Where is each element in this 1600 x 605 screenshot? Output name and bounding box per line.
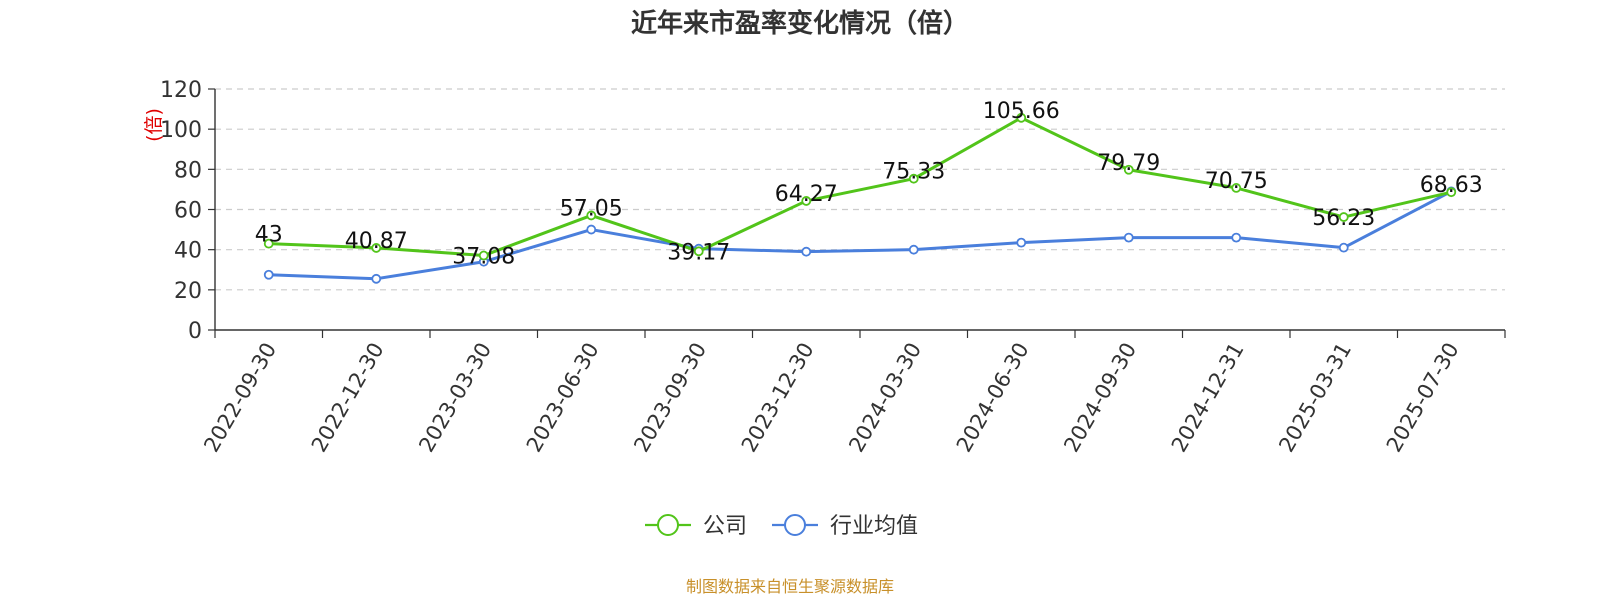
data-point [1231, 232, 1242, 243]
data-point [693, 246, 704, 257]
legend-label: 公司 [703, 514, 747, 539]
data-label: 105.66 [983, 99, 1060, 124]
data-label: 64.27 [775, 182, 838, 207]
data-point [586, 224, 597, 235]
data-point [1338, 212, 1349, 222]
data-point [1231, 183, 1242, 193]
data-label: 68.63 [1420, 173, 1483, 198]
x-tick-label: 2023-03-30 [414, 339, 496, 457]
data-point [478, 250, 489, 261]
legend-marker [784, 514, 806, 536]
data-label: 40.87 [345, 229, 408, 254]
y-tick-label: 120 [160, 78, 202, 103]
y-axis-label: (倍) [143, 108, 165, 142]
data-point [263, 269, 274, 280]
data-point [371, 243, 382, 253]
data-label: 57.05 [560, 196, 623, 221]
data-point [1016, 112, 1027, 123]
data-label: 43 [255, 223, 283, 248]
data-label: 75.33 [882, 160, 945, 185]
data-point [1123, 164, 1134, 175]
x-tick-label: 2024-03-30 [844, 339, 926, 457]
data-point [1338, 242, 1349, 253]
y-tick-label: 20 [174, 279, 202, 304]
axes: 0 20 40 60 80 100 120 2022-09-30 2022-12-30 2023-… [160, 78, 1506, 457]
data-point [1016, 237, 1027, 248]
y-tick-label: 80 [174, 158, 202, 183]
legend-marker [657, 514, 679, 536]
data-point [371, 273, 382, 284]
x-tick-label: 2024-06-30 [952, 339, 1034, 457]
x-tick-label: 2025-03-31 [1274, 339, 1356, 457]
x-tick-label: 2022-09-30 [199, 339, 281, 457]
y-tick-label: 40 [174, 239, 202, 264]
series-layer [263, 112, 1457, 284]
x-tick-label: 2022-12-30 [307, 339, 389, 457]
legend-label: 行业均值 [830, 514, 918, 539]
data-label: 70.75 [1205, 169, 1268, 194]
data-point [1123, 232, 1134, 243]
data-point [586, 210, 597, 221]
data-label: 79.79 [1097, 151, 1160, 176]
y-tick-label: 60 [174, 199, 202, 224]
y-tick-label: 100 [160, 118, 202, 143]
data-label: 39.17 [667, 240, 730, 265]
data-point [263, 238, 274, 249]
data-label: 56.23 [1312, 206, 1375, 231]
x-tick-label: 2025-07-30 [1382, 339, 1464, 457]
x-tick-label: 2023-09-30 [629, 339, 711, 457]
data-point [1446, 187, 1457, 198]
chart-title: 近年来市盈率变化情况（倍） [631, 8, 969, 39]
grid-lines [215, 88, 1505, 291]
series-line-0 [268, 116, 1452, 258]
series-line-1 [268, 190, 1452, 281]
x-tick-label: 2024-12-31 [1167, 339, 1249, 457]
legend[interactable]: 公司 行业均值 [645, 514, 918, 539]
data-point [908, 244, 919, 255]
data-labels: 43 40.87 37.08 57.05 39.17 64.27 75.33 105.66 79… [255, 99, 1483, 270]
data-label: 37.08 [452, 245, 515, 270]
y-tick-label: 0 [188, 319, 202, 344]
x-tick-label: 2024-09-30 [1059, 339, 1141, 457]
x-tick-label: 2023-12-30 [737, 339, 819, 457]
source-note: 制图数据来自恒生聚源数据库 [686, 577, 894, 596]
x-tick-label: 2023-06-30 [522, 339, 604, 457]
data-point [908, 173, 919, 184]
data-point [801, 196, 812, 206]
data-point [801, 246, 812, 257]
